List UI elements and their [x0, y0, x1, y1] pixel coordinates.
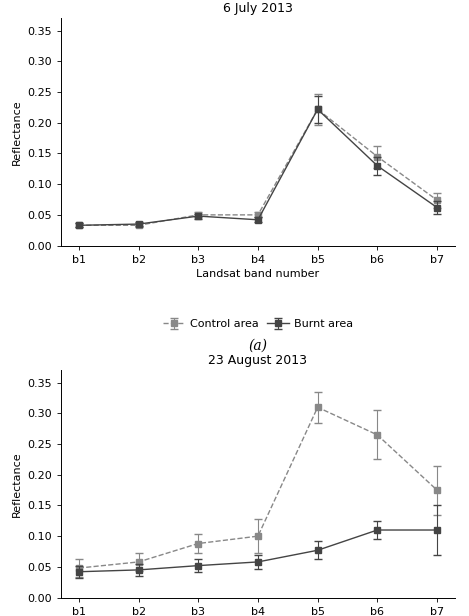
Y-axis label: Reflectance: Reflectance: [12, 99, 22, 165]
Legend: Control area, Burnt area: Control area, Burnt area: [159, 315, 357, 334]
X-axis label: Landsat band number: Landsat band number: [197, 269, 319, 279]
Title: 23 August 2013: 23 August 2013: [208, 354, 308, 367]
Title: 6 July 2013: 6 July 2013: [223, 1, 293, 15]
Y-axis label: Reflectance: Reflectance: [12, 451, 22, 517]
Text: (a): (a): [249, 338, 267, 352]
